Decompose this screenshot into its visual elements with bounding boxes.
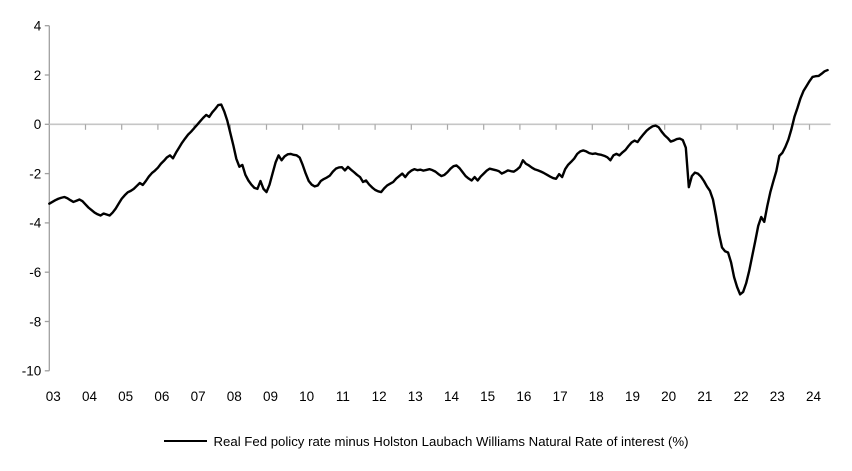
y-tick-label: -2 (29, 166, 41, 181)
y-tick-label: 0 (34, 117, 42, 132)
y-tick-label: -10 (22, 364, 42, 379)
x-tick-label: 22 (734, 389, 749, 404)
x-tick-label: 19 (625, 389, 640, 404)
x-tick-label: 16 (516, 389, 531, 404)
legend-label: Real Fed policy rate minus Holston Lauba… (213, 433, 689, 449)
x-tick-label: 09 (263, 389, 278, 404)
x-tick-label: 21 (697, 389, 712, 404)
y-tick-label: 2 (34, 68, 42, 83)
x-tick-label: 12 (372, 389, 387, 404)
series-line (48, 68, 829, 296)
y-tick-label: -4 (29, 216, 41, 231)
y-tick-label: -6 (29, 265, 41, 280)
x-tick-label: 23 (770, 389, 785, 404)
legend-line-sample-icon (163, 440, 207, 442)
x-tick-label: 07 (191, 389, 206, 404)
x-tick-label: 03 (46, 389, 61, 404)
x-tick-label: 14 (444, 389, 460, 404)
y-tick-label: 4 (34, 19, 42, 34)
chart-legend: Real Fed policy rate minus Holston Lauba… (0, 430, 852, 452)
y-tick-label: -8 (29, 314, 41, 329)
x-tick-label: 06 (154, 389, 169, 404)
x-tick-label: 20 (661, 389, 676, 404)
x-tick-label: 05 (118, 389, 133, 404)
x-tick-label: 17 (553, 389, 568, 404)
x-tick-label: 08 (227, 389, 242, 404)
x-tick-label: 04 (82, 389, 98, 404)
x-tick-label: 11 (336, 389, 350, 404)
x-tick-label: 15 (480, 389, 495, 404)
x-tick-label: 18 (589, 389, 604, 404)
x-tick-label: 10 (299, 389, 314, 404)
x-tick-label: 13 (408, 389, 423, 404)
x-tick-label: 24 (806, 389, 822, 404)
